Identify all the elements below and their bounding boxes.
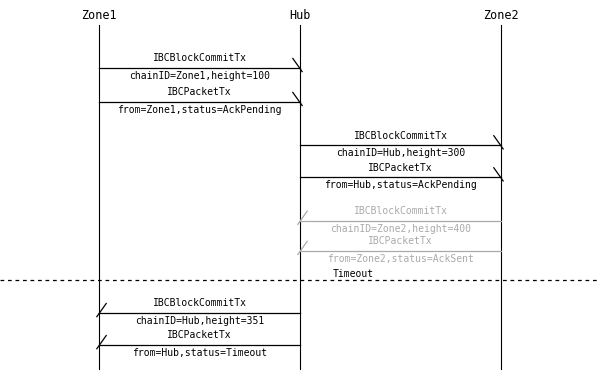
Text: Hub: Hub [289,9,311,22]
Text: IBCPacketTx: IBCPacketTx [368,236,433,246]
Text: IBCBlockCommitTx: IBCBlockCommitTx [353,206,448,216]
Text: IBCPacketTx: IBCPacketTx [368,162,433,173]
Text: IBCBlockCommitTx: IBCBlockCommitTx [353,130,448,141]
Text: Timeout: Timeout [333,268,374,279]
Text: IBCBlockCommitTx: IBCBlockCommitTx [152,298,247,308]
Text: Zone1: Zone1 [81,9,117,22]
Text: from=Zone2,status=AckSent: from=Zone2,status=AckSent [327,254,474,264]
Text: from=Hub,status=AckPending: from=Hub,status=AckPending [324,180,477,190]
Text: from=Hub,status=Timeout: from=Hub,status=Timeout [132,348,267,358]
Text: IBCPacketTx: IBCPacketTx [167,87,232,97]
Text: from=Zone1,status=AckPending: from=Zone1,status=AckPending [117,105,282,115]
Text: Zone2: Zone2 [483,9,519,22]
Text: chainID=Hub,height=300: chainID=Hub,height=300 [336,148,465,158]
Text: IBCBlockCommitTx: IBCBlockCommitTx [152,53,247,63]
Text: IBCPacketTx: IBCPacketTx [167,330,232,340]
Text: chainID=Hub,height=351: chainID=Hub,height=351 [135,316,264,326]
Text: chainID=Zone2,height=400: chainID=Zone2,height=400 [330,224,471,234]
Text: chainID=Zone1,height=100: chainID=Zone1,height=100 [129,71,270,81]
